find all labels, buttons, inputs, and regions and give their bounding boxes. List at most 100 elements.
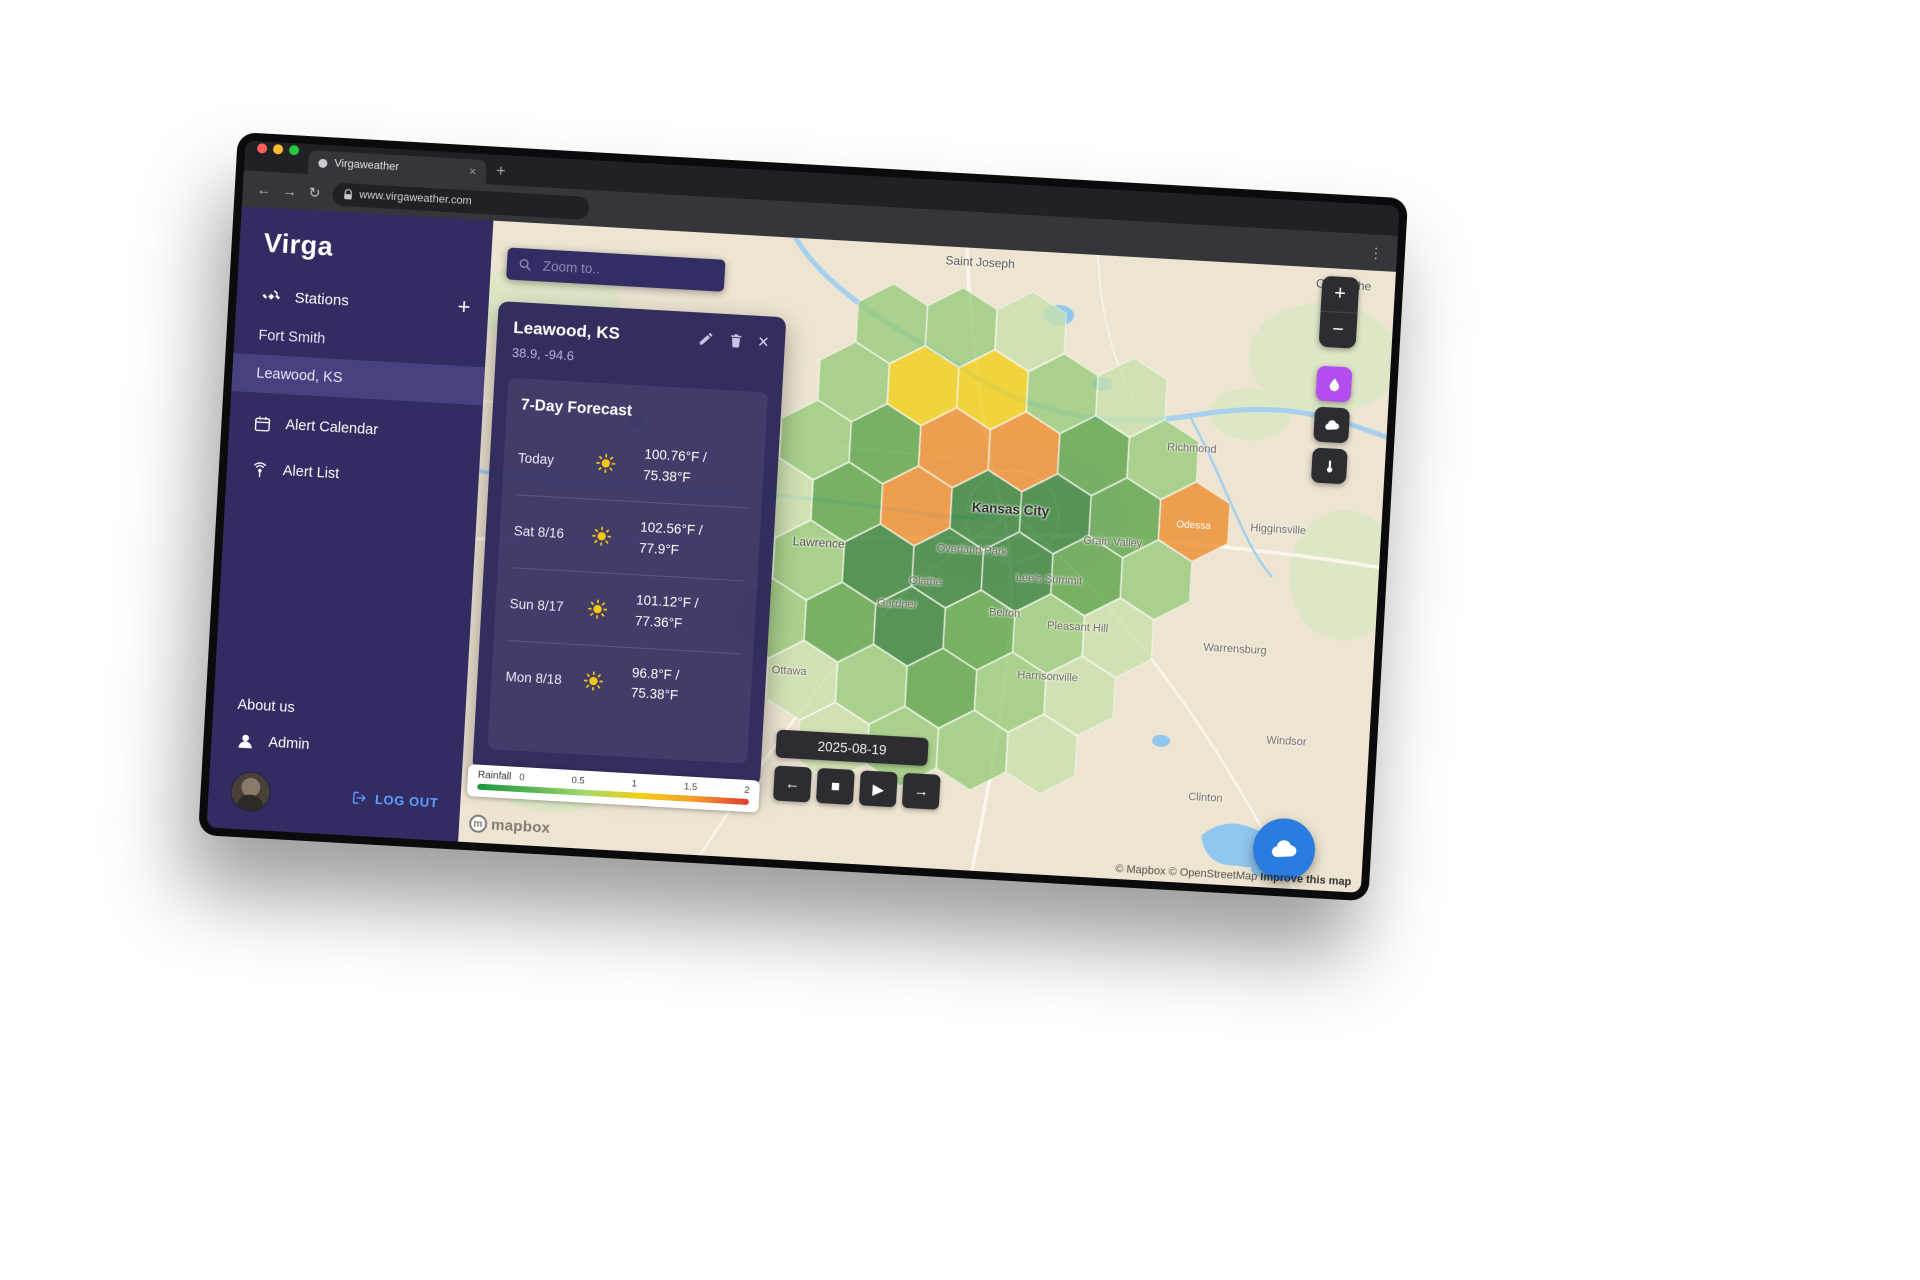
fullscreen-window-button[interactable] (288, 144, 300, 156)
stations-header: Stations + (236, 279, 490, 329)
rainfall-hex-cell[interactable] (973, 651, 1047, 734)
satellite-icon (260, 285, 282, 307)
rainfall-hex-cell[interactable] (980, 530, 1054, 613)
rainfall-hex-cell[interactable] (810, 460, 884, 543)
window-controls (256, 140, 300, 173)
rainfall-hex-cell[interactable] (1043, 655, 1117, 738)
step-back-button[interactable]: ← (772, 765, 812, 803)
legend-title: Rainfall (477, 769, 512, 783)
cloud-icon (1322, 415, 1341, 434)
temperature-layer-button[interactable] (1310, 447, 1348, 485)
rain-layer-button[interactable] (1315, 365, 1353, 403)
rainfall-hex-cell[interactable] (918, 406, 991, 489)
forecast-day: Mon 8/18 (505, 669, 563, 688)
legend-tick: 0 (518, 771, 525, 784)
rainfall-hex-cell[interactable] (994, 290, 1068, 373)
stop-button[interactable]: ■ (815, 767, 855, 805)
play-button[interactable]: ▶ (858, 770, 898, 808)
rainfall-hex-cell[interactable] (949, 468, 1023, 551)
forecast-row: Sun 8/17 101.12°F /77.36°F (507, 566, 744, 653)
zoom-to-search[interactable] (506, 247, 726, 292)
device-frame: Virgaweather × + ← → ↻ www.virgaweather.… (198, 132, 1409, 902)
rainfall-hex-cell[interactable] (855, 282, 929, 365)
back-button[interactable]: ← (256, 181, 272, 198)
zoom-in-button[interactable]: + (1333, 282, 1347, 306)
rainfall-hex-cell[interactable] (1012, 592, 1085, 675)
rainfall-hex-cell[interactable] (834, 643, 908, 726)
logout-button[interactable]: LOG OUT (351, 789, 439, 810)
rainfall-hex-cell[interactable] (1157, 480, 1231, 563)
zoom-out-button[interactable]: − (1318, 310, 1358, 349)
rainfall-hex-cell[interactable] (1088, 476, 1162, 559)
rainfall-hex-cell[interactable] (765, 639, 839, 722)
forecast-row: Sat 8/16 102.56°F /77.9°F (511, 494, 748, 581)
rainfall-hex-cell[interactable] (1005, 713, 1078, 796)
rainfall-hex-cell[interactable] (886, 344, 960, 427)
rainfall-hex-cell[interactable] (911, 526, 984, 609)
tab-close-icon[interactable]: × (468, 164, 477, 179)
rainfall-hex-cell[interactable] (1081, 596, 1155, 679)
close-window-button[interactable] (256, 143, 268, 154)
rainfall-hex-cell[interactable] (772, 519, 845, 602)
rainfall-hex-cell[interactable] (873, 585, 946, 668)
forecast-temp: 96.8°F /75.38°F (630, 664, 680, 704)
rainfall-hex-cell[interactable] (1018, 472, 1092, 555)
thermometer-icon (1321, 457, 1338, 474)
step-forward-button[interactable]: → (901, 772, 941, 810)
popup-header: Leawood, KS (495, 301, 786, 381)
forecast-row: Today 100.76°F /75.38°F (516, 422, 752, 507)
rainfall-hex-cell[interactable] (879, 464, 953, 547)
rainfall-hex-cell[interactable] (848, 402, 922, 485)
sun-icon (591, 525, 612, 546)
rainfall-hex-cell[interactable] (956, 348, 1029, 431)
new-tab-button[interactable]: + (495, 162, 507, 181)
rainfall-hex-cell[interactable] (935, 709, 1009, 792)
refresh-button[interactable]: ↻ (308, 183, 321, 201)
rainfall-hex-cell[interactable] (987, 410, 1061, 493)
rainfall-hex-cell[interactable] (942, 589, 1016, 672)
zoom-controls: + − (1318, 275, 1360, 349)
station-popup: Leawood, KS (472, 301, 787, 787)
search-input[interactable] (540, 256, 723, 285)
minimize-window-button[interactable] (272, 144, 284, 155)
cloud-layer-button[interactable] (1313, 406, 1351, 444)
sidebar: Virga Stations + Fort Smith Leawood, KS (206, 206, 494, 842)
browser-menu-icon[interactable]: ⋮ (1368, 243, 1384, 261)
rainfall-hex-cell[interactable] (1126, 418, 1200, 501)
sidebar-item-label: Alert List (282, 463, 340, 483)
droplet-icon (1326, 376, 1343, 393)
rainfall-hex-cell[interactable] (904, 647, 978, 730)
address-bar[interactable]: www.virgaweather.com (331, 181, 590, 220)
edit-icon[interactable] (697, 330, 714, 347)
forecast-day: Today (517, 450, 555, 468)
sidebar-footer: LOG OUT (207, 757, 463, 841)
stations-label: Stations (294, 288, 350, 310)
sidebar-item-alert-calendar[interactable]: Alert Calendar (228, 399, 482, 459)
rainfall-hex-cell[interactable] (803, 581, 877, 664)
rainfall-hex-cell[interactable] (1057, 414, 1130, 497)
delete-icon[interactable] (727, 332, 744, 349)
rainfall-hex-cell[interactable] (841, 522, 915, 605)
add-station-button[interactable]: + (456, 293, 472, 320)
rainfall-hex-cell[interactable] (1119, 538, 1193, 621)
tab-title: Virgaweather (334, 157, 400, 174)
fab-cloud-icon (1267, 833, 1301, 867)
rainfall-hex-cell[interactable] (924, 286, 998, 369)
weather-fab-button[interactable] (1251, 816, 1317, 883)
close-icon[interactable]: × (757, 331, 770, 353)
sun-icon (587, 598, 608, 619)
rainfall-hex-cell[interactable] (817, 340, 890, 423)
rainfall-hex-cell[interactable] (1025, 352, 1099, 435)
rainfall-hex-cell[interactable] (779, 398, 852, 481)
rainfall-hex-cell[interactable] (1050, 534, 1123, 617)
forecast-row: Mon 8/18 96.8°F /75.38°F (503, 639, 740, 726)
rainfall-hex-cell[interactable] (1095, 356, 1168, 439)
sidebar-item-admin[interactable]: Admin (210, 722, 464, 772)
legend-tick: 1.5 (683, 781, 698, 794)
browser-window: Virgaweather × + ← → ↻ www.virgaweather.… (206, 140, 1400, 893)
user-avatar[interactable] (229, 770, 272, 813)
sidebar-item-alert-list[interactable]: Alert List (226, 445, 480, 505)
sun-icon (595, 453, 616, 474)
forward-button[interactable]: → (282, 182, 298, 200)
map-canvas[interactable]: Saint JosephChillicotheRichmondKansas Ci… (458, 220, 1396, 893)
